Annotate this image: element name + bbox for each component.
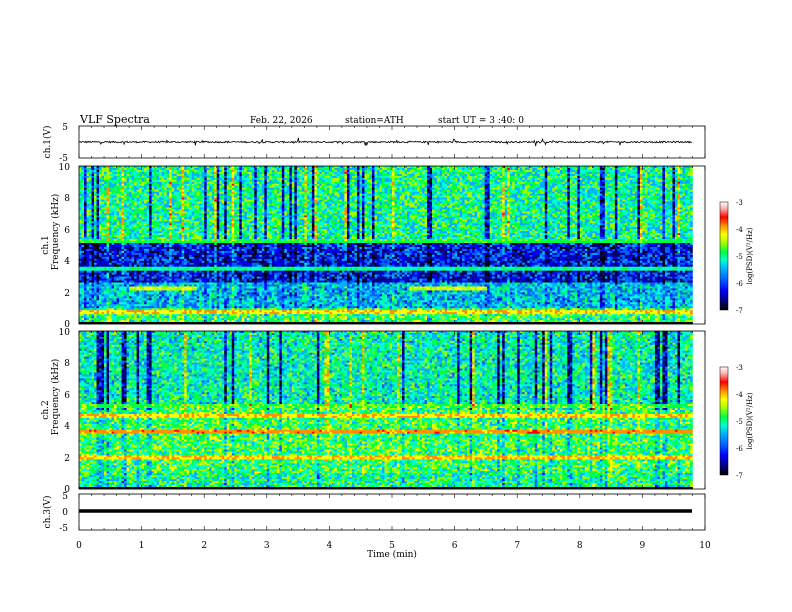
ch1-freq-tick-6: 6 (64, 226, 70, 236)
ch2-cbar-tick-m6: -6 (736, 445, 743, 453)
xtick-label-7: 7 (514, 541, 520, 551)
ch2-ylabel-frequency: Frequency (kHz) (50, 359, 61, 436)
ch1-ytick-top: 5 (62, 123, 68, 133)
ch1-colorbar-ramp (720, 202, 728, 310)
ch2-cbar-label: log(PSD)(V²/Hz) (746, 392, 754, 449)
start-time-label: start UT = 3 :40: 0 (438, 116, 524, 126)
xtick-label-1: 1 (139, 541, 145, 551)
ch1-freq-tick-2: 2 (64, 289, 70, 299)
ch3-ytick-bottom: -5 (59, 524, 68, 534)
xtick-label-8: 8 (577, 541, 583, 551)
xtick-label-0: 0 (76, 541, 82, 551)
xtick-label-4: 4 (327, 541, 333, 551)
ch1-ylabel-channel: ch.1 (41, 235, 51, 254)
time-axis: 0 1 2 3 4 5 6 7 8 9 10 Time (min) (76, 541, 711, 560)
ch2-freq-tick-4: 4 (64, 422, 70, 432)
ch1-spectrogram-image (79, 166, 693, 324)
ch2-cbar-tick-m4: -4 (736, 391, 743, 399)
ch1-cbar-tick-m4: -4 (736, 226, 743, 234)
ch1-freq-tick-10: 10 (59, 163, 71, 173)
ch2-freq-tick-2: 2 (64, 454, 70, 464)
ch2-cbar-tick-m7: -7 (736, 472, 743, 480)
ch1-cbar-tick-m5: -5 (736, 253, 743, 261)
ch2-colorbar-ramp (720, 367, 728, 475)
ch2-freq-tick-6: 6 (64, 391, 70, 401)
xtick-label-3: 3 (264, 541, 270, 551)
xtick-label-10: 10 (699, 541, 711, 551)
ch2-spectrogram-image (79, 331, 693, 489)
ch1-cbar-tick-m3: -3 (736, 199, 743, 207)
ch3-ytick-mid: 0 (62, 508, 68, 518)
ch1-freq-tick-8: 8 (64, 194, 70, 204)
figure-title: VLF Spectra (79, 113, 150, 126)
xtick-label-2: 2 (201, 541, 207, 551)
ch2-colorbar: -3 -4 -5 -6 -7 log(PSD)(V²/Hz) (720, 364, 754, 480)
ch2-ylabel-channel: ch.2 (41, 400, 51, 419)
xtick-label-6: 6 (452, 541, 458, 551)
vlf-spectra-figure: VLF Spectra Feb. 22, 2026 station=ATH st… (0, 0, 792, 612)
ch1-spectrogram-panel: 10 8 6 4 2 0 ch.1 Frequency (kHz) (41, 163, 705, 330)
ch1-ylabel-frequency: Frequency (kHz) (50, 194, 61, 271)
ch1-cbar-label: log(PSD)(V²/Hz) (746, 227, 754, 284)
ch1-cbar-tick-m7: -7 (736, 307, 743, 315)
ch2-cbar-tick-m3: -3 (736, 364, 743, 372)
ch2-spectrogram-panel: 10 8 6 4 2 0 ch.2 Frequency (kHz) (41, 328, 705, 495)
ch1-waveform-trace (79, 138, 692, 146)
ch3-ytick-top: 5 (62, 492, 68, 502)
ch2-cbar-tick-m5: -5 (736, 418, 743, 426)
station-label: station=ATH (345, 116, 404, 126)
ch3-ylabel: ch.3(V) (42, 496, 53, 529)
ch2-freq-tick-10: 10 (59, 328, 71, 338)
xtick-label-9: 9 (640, 541, 646, 551)
ch2-freq-tick-8: 8 (64, 359, 70, 369)
ch1-colorbar: -3 -4 -5 -6 -7 log(PSD)(V²/Hz) (720, 199, 754, 315)
ch1-freq-tick-4: 4 (64, 257, 70, 267)
date-label: Feb. 22, 2026 (250, 116, 313, 126)
ch1-ylabel: ch.1(V) (42, 126, 53, 159)
xaxis-label: Time (min) (367, 549, 417, 560)
ch1-cbar-tick-m6: -6 (736, 280, 743, 288)
